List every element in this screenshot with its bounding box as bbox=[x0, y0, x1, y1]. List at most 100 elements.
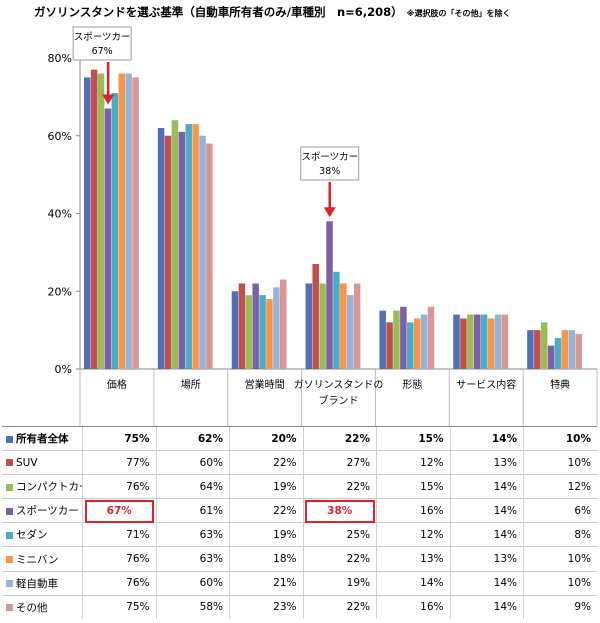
legend-swatch bbox=[6, 604, 13, 612]
table-cell: 22% bbox=[302, 594, 377, 619]
bar bbox=[393, 310, 400, 369]
table-cell: 15% bbox=[376, 474, 450, 499]
table-cell: 22% bbox=[302, 425, 377, 451]
bar bbox=[540, 322, 548, 369]
series-name: SUV bbox=[16, 456, 38, 469]
table-cell: 63% bbox=[155, 546, 230, 572]
bar bbox=[238, 283, 246, 369]
bar bbox=[527, 330, 534, 369]
title-note: ※選択肢の「その他」を除く bbox=[406, 9, 511, 18]
bar bbox=[427, 306, 435, 369]
table-cell: 76% bbox=[82, 546, 156, 572]
x-tick-label: 営業時間 bbox=[245, 378, 285, 391]
bar bbox=[104, 108, 112, 369]
table-cell: 6% bbox=[523, 498, 597, 523]
highlight-box bbox=[84, 499, 154, 523]
bar bbox=[420, 314, 428, 369]
table-cell: 15% bbox=[376, 425, 450, 451]
callout-value: 38% bbox=[319, 166, 340, 177]
bar bbox=[111, 92, 119, 370]
bar bbox=[534, 330, 541, 369]
bar bbox=[473, 314, 481, 369]
legend-swatch bbox=[6, 531, 13, 539]
table-row: その他 75% 58% 23% 22% 16% 14% 9% bbox=[2, 594, 597, 619]
series-name: その他 bbox=[16, 601, 48, 614]
series-name: コンパクトカー bbox=[16, 481, 83, 494]
table-row: 軽自動車 76% 60% 21% 19% 14% 14% 10% bbox=[2, 570, 597, 596]
table-cell: 12% bbox=[523, 474, 597, 499]
table-cell: 10% bbox=[523, 425, 597, 451]
table-cell: 62% bbox=[155, 425, 230, 451]
table-cell: 64% bbox=[155, 474, 230, 499]
legend-swatch bbox=[6, 556, 13, 564]
bar bbox=[259, 295, 266, 369]
table-cell: 60% bbox=[155, 450, 230, 475]
bar bbox=[568, 330, 576, 369]
series-label: 軽自動車 bbox=[2, 570, 83, 596]
series-label: セダン bbox=[2, 522, 83, 547]
bar bbox=[231, 291, 239, 369]
table-cell: 60% bbox=[155, 570, 230, 596]
series-label: SUV bbox=[2, 450, 83, 475]
table-cell: 63% bbox=[155, 522, 230, 547]
bar bbox=[561, 330, 569, 369]
table-cell: 9% bbox=[523, 594, 597, 619]
table-cell: 20% bbox=[229, 425, 303, 451]
table-cell: 14% bbox=[449, 570, 524, 596]
table-row: スポーツカー 67% 61% 22% 38% 16% 14% 6% bbox=[2, 498, 597, 523]
table-cell: 22% bbox=[229, 498, 303, 523]
series-name: ミニバン bbox=[16, 553, 59, 566]
bar bbox=[164, 135, 172, 369]
bar bbox=[245, 295, 253, 369]
table-cell: 14% bbox=[449, 425, 524, 451]
legend-swatch bbox=[6, 459, 13, 467]
table-cell: 13% bbox=[376, 546, 450, 572]
table-cell: 58% bbox=[155, 594, 230, 619]
y-tick-label: 60% bbox=[48, 130, 72, 143]
bar bbox=[460, 318, 467, 369]
bar bbox=[280, 279, 287, 369]
bar bbox=[118, 73, 125, 370]
table-cell: 25% bbox=[302, 522, 377, 547]
table-cell: 23% bbox=[229, 594, 303, 619]
bar bbox=[192, 124, 199, 370]
callout-label: スポーツカー bbox=[301, 152, 358, 163]
table-cell: 10% bbox=[523, 570, 597, 596]
legend-swatch bbox=[6, 483, 13, 491]
bar bbox=[340, 283, 347, 369]
bar bbox=[132, 77, 139, 369]
table-cell: 67% bbox=[82, 498, 156, 523]
table-cell: 10% bbox=[523, 546, 597, 572]
table-cell: 19% bbox=[229, 522, 303, 547]
bar bbox=[157, 127, 165, 369]
bar bbox=[487, 318, 495, 369]
table-cell: 22% bbox=[302, 474, 377, 499]
table-cell: 27% bbox=[302, 450, 377, 475]
legend-swatch bbox=[6, 580, 13, 588]
bar bbox=[266, 299, 273, 369]
highlight-box bbox=[305, 499, 375, 523]
table-row: ミニバン 76% 63% 18% 22% 13% 13% 10% bbox=[2, 546, 597, 572]
table-row: 所有者全体 75% 62% 20% 22% 15% 14% 10% bbox=[2, 425, 597, 451]
table-cell: 71% bbox=[82, 522, 156, 547]
series-name: セダン bbox=[16, 529, 48, 542]
callout-box bbox=[300, 146, 360, 181]
series-label: スポーツカー bbox=[2, 498, 83, 523]
callout-arrowhead bbox=[102, 94, 115, 105]
y-tick-label: 40% bbox=[48, 208, 72, 221]
bar bbox=[547, 345, 555, 369]
table-cell: 38% bbox=[302, 498, 377, 523]
bar bbox=[501, 314, 509, 369]
bar bbox=[305, 283, 313, 369]
data-table: 所有者全体 75% 62% 20% 22% 15% 14% 10% SUV 77% 60% 22% 27… bbox=[2, 425, 597, 619]
table-cell: 14% bbox=[449, 474, 524, 499]
bar bbox=[494, 314, 502, 369]
table-cell: 8% bbox=[523, 522, 597, 547]
table-cell: 12% bbox=[376, 450, 450, 475]
bar bbox=[178, 131, 186, 369]
bar bbox=[333, 271, 340, 369]
table-cell: 14% bbox=[376, 570, 450, 596]
table-cell: 13% bbox=[449, 546, 524, 572]
x-tick-label: 場所 bbox=[181, 378, 201, 391]
